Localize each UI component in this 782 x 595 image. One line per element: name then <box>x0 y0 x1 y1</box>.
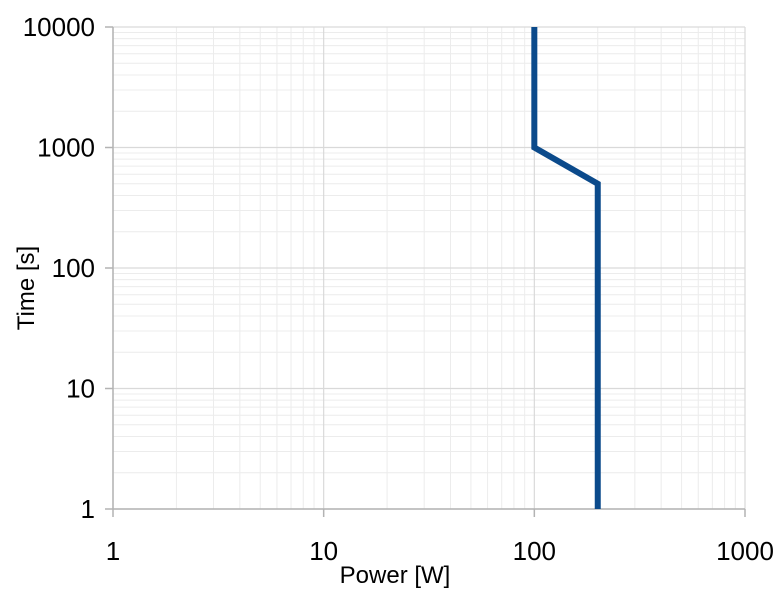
x-tick-label: 1000 <box>716 536 774 566</box>
x-tick-label: 1 <box>106 536 120 566</box>
x-tick-label: 100 <box>513 536 556 566</box>
y-axis-label: Time [s] <box>13 246 40 330</box>
x-tick-label: 10 <box>309 536 338 566</box>
y-tick-label: 10 <box>66 374 95 404</box>
x-axis-label: Power [W] <box>340 562 451 589</box>
y-tick-label: 1000 <box>37 133 95 163</box>
series-layer <box>531 27 601 509</box>
y-tick-label: 1 <box>81 494 95 524</box>
x-tick-labels: 1 10 100 1000 <box>106 536 774 566</box>
y-tick-labels: 1 10 100 1000 10000 <box>23 12 95 524</box>
y-tick-label: 10000 <box>23 12 95 42</box>
axes <box>105 26 746 517</box>
y-tick-label: 100 <box>52 253 95 283</box>
series-line <box>531 27 601 509</box>
